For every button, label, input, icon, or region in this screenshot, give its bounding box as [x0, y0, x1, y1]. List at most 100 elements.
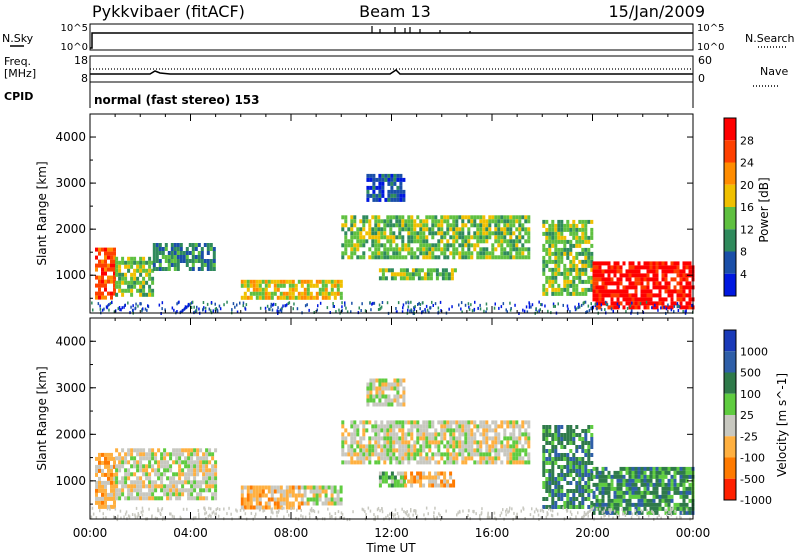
- velocity-cell: [652, 494, 656, 499]
- power-cell: [524, 247, 528, 252]
- power-cell: [524, 239, 528, 244]
- velocity-cell: [190, 464, 194, 469]
- velocity-speckle: [675, 516, 678, 520]
- velocity-cell: [356, 432, 360, 437]
- power-cell: [182, 251, 186, 255]
- velocity-speckle: [556, 512, 559, 516]
- power-cell: [560, 287, 564, 292]
- power-cell: [676, 269, 680, 274]
- velocity-cell: [610, 474, 614, 479]
- velocity-cell: [356, 428, 360, 433]
- velocity-cell: [670, 466, 674, 471]
- velocity-cell: [566, 433, 570, 437]
- power-cell: [428, 215, 432, 220]
- velocity-cell: [515, 436, 519, 441]
- velocity-cell: [575, 433, 579, 437]
- velocity-cell: [458, 448, 462, 453]
- power-cell: [506, 243, 510, 248]
- velocity-cell: [297, 485, 301, 490]
- velocity-cell: [664, 510, 668, 515]
- power-cell: [420, 268, 424, 273]
- velocity-cell: [497, 440, 501, 445]
- power-cell: [136, 280, 140, 285]
- velocity-cell: [392, 440, 396, 445]
- power-cell: [476, 215, 480, 220]
- velocity-cell: [136, 492, 140, 497]
- power-cell: [658, 293, 662, 298]
- power-cell: [206, 243, 210, 247]
- power-cell: [273, 283, 277, 288]
- power-cell: [658, 301, 662, 306]
- power-cell: [581, 235, 585, 240]
- velocity-cell: [682, 494, 686, 499]
- velocity-cell: [592, 482, 596, 487]
- power-cell: [303, 287, 307, 292]
- power-cell: [631, 261, 635, 266]
- power-speckle: [202, 301, 205, 304]
- velocity-cell: [374, 448, 378, 453]
- velocity-speckle: [603, 509, 605, 513]
- power-cell: [383, 227, 387, 232]
- velocity-cell: [378, 390, 382, 395]
- power-cell: [255, 287, 259, 292]
- velocity-cell: [581, 497, 585, 501]
- velocity-speckle: [438, 512, 440, 516]
- power-cell: [127, 256, 131, 261]
- velocity-speckle: [541, 508, 544, 512]
- power-speckle: [193, 310, 196, 314]
- velocity-cell: [670, 482, 674, 487]
- velocity-cell: [566, 425, 570, 429]
- velocity-cell: [479, 460, 483, 465]
- velocity-cell: [401, 448, 405, 453]
- power-cell: [243, 295, 247, 300]
- velocity-cell: [461, 424, 465, 429]
- power-cell: [488, 219, 492, 224]
- power-cell: [155, 259, 159, 263]
- velocity-cell: [121, 492, 125, 497]
- velocity-cell: [279, 493, 283, 498]
- power-cell: [500, 215, 504, 220]
- velocity-cell: [396, 398, 400, 403]
- power-cell: [482, 251, 486, 256]
- velocity-colorbar-tick-label: 1000: [740, 345, 768, 358]
- velocity-speckle: [500, 511, 503, 515]
- velocity-cell: [658, 494, 662, 499]
- power-cell: [560, 271, 564, 276]
- power-cell: [110, 279, 113, 284]
- power-cell: [255, 279, 259, 284]
- velocity-cell: [368, 420, 372, 425]
- velocity-cell: [383, 432, 387, 437]
- velocity-cell: [163, 456, 167, 461]
- velocity-cell: [386, 452, 390, 457]
- power-speckle: [361, 302, 363, 306]
- velocity-cell: [127, 488, 131, 493]
- velocity-cell: [187, 452, 191, 457]
- velocity-speckle: [610, 508, 612, 512]
- velocity-cell: [512, 444, 516, 449]
- power-cell: [431, 215, 435, 220]
- velocity-speckle: [621, 507, 623, 511]
- velocity-cell: [258, 501, 262, 506]
- velocity-cell: [104, 504, 107, 509]
- velocity-cell: [560, 497, 564, 501]
- velocity-cell: [613, 502, 617, 507]
- power-cell: [375, 185, 379, 190]
- power-cell: [113, 267, 116, 272]
- power-cell: [440, 247, 444, 252]
- velocity-cell: [312, 501, 316, 506]
- power-cell: [330, 291, 334, 296]
- power-cell: [452, 255, 456, 260]
- power-cell: [446, 219, 450, 224]
- velocity-cell: [252, 493, 256, 498]
- power-cell: [679, 293, 683, 298]
- power-cell: [625, 297, 629, 302]
- velocity-cell: [110, 496, 113, 501]
- freq-trace: [90, 69, 693, 75]
- velocity-cell: [341, 436, 345, 441]
- velocity-cell: [386, 440, 390, 445]
- velocity-cell: [267, 505, 271, 510]
- velocity-cell: [95, 464, 98, 469]
- power-cell: [356, 247, 360, 252]
- power-cell: [628, 265, 632, 270]
- power-speckle: [678, 305, 681, 309]
